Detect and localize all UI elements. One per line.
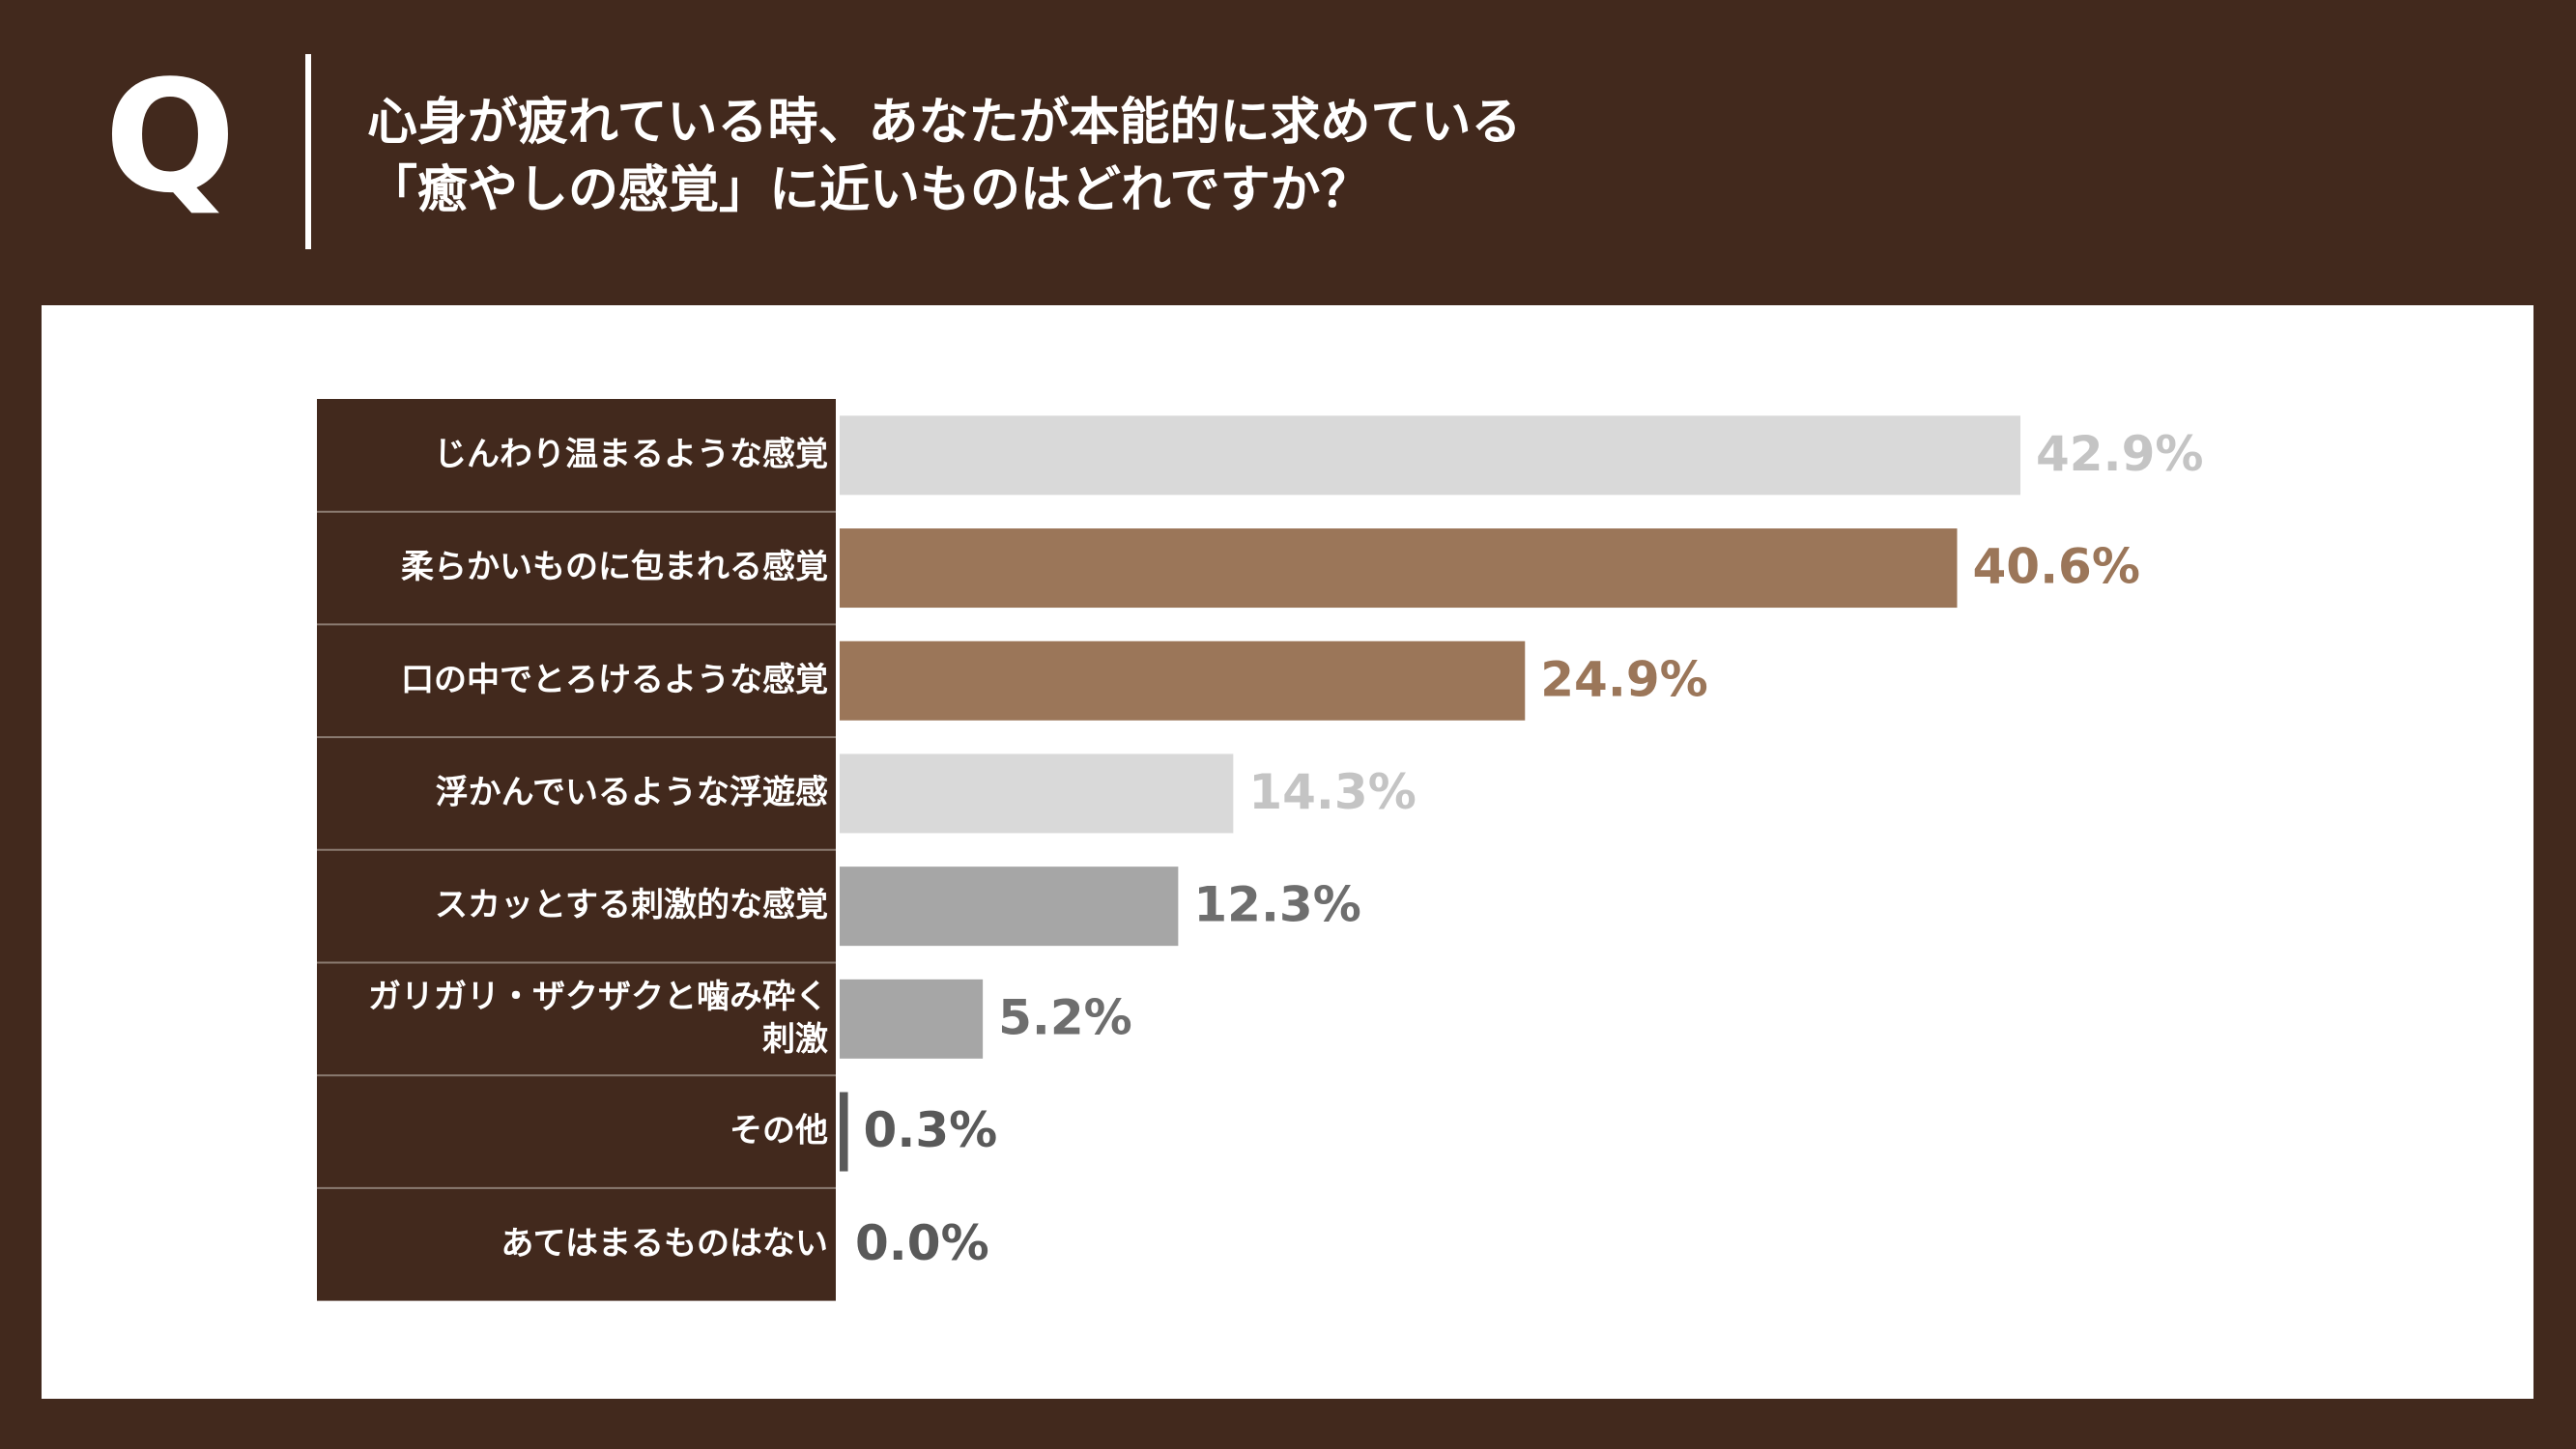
category-label: スカッとする刺激的な感覚 [435, 886, 828, 924]
chart-panel: じんわり温まるような感覚 42.9% 柔らかいものに包まれる感覚 40.6% 口の中でと… [42, 305, 2533, 1399]
value-label: 12.3% [1193, 877, 1360, 933]
value-label: 0.0% [855, 1215, 989, 1271]
category-label: その他 [730, 1111, 828, 1150]
bar [840, 867, 1179, 947]
category-label: あてはまるものはない [501, 1224, 828, 1263]
question-line-1: 心身が疲れている時、あなたが本能的に求めている [367, 94, 1522, 152]
bar [840, 640, 1526, 721]
bar-chart: じんわり温まるような感覚 42.9% 柔らかいものに包まれる感覚 40.6% 口の中でと… [317, 399, 2203, 1301]
category-label: 浮かんでいるような浮遊感 [436, 773, 828, 811]
bar [840, 753, 1234, 834]
question-line-2: 「癒やしの感覚」に近いものはどれですか？ [367, 161, 1371, 219]
header-divider [305, 54, 311, 249]
bar [840, 415, 2020, 496]
value-label: 40.6% [1972, 539, 2139, 595]
category-label: ガリガリ・ザクザクと噛み砕く刺激 [368, 977, 828, 1058]
bar [840, 979, 984, 1059]
value-label: 42.9% [2036, 426, 2203, 482]
bar [840, 528, 1958, 609]
category-label: じんわり温まるような感覚 [434, 435, 828, 473]
category-label: 柔らかいものに包まれる感覚 [401, 548, 828, 586]
bar [840, 1092, 848, 1172]
category-label: 口の中でとろけるような感覚 [401, 660, 828, 698]
value-label: 14.3% [1248, 764, 1416, 820]
value-label: 24.9% [1540, 651, 1707, 707]
question-text: 心身が疲れている時、あなたが本能的に求めている 「癒やしの感覚」に近いものはどれ… [367, 89, 1521, 224]
q-mark: Q [104, 46, 237, 227]
value-label: 0.3% [864, 1102, 998, 1158]
value-label: 5.2% [998, 989, 1132, 1045]
